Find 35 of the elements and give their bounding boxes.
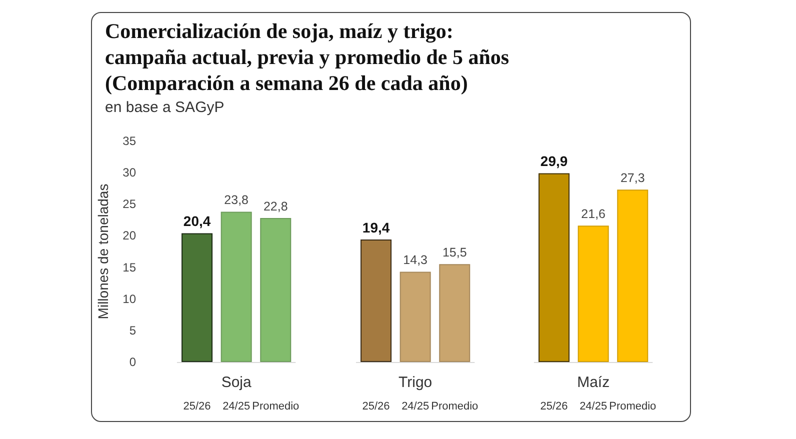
x-tick-label: 25/26	[540, 400, 568, 412]
y-tick-label: 10	[122, 292, 136, 306]
bar	[220, 212, 252, 362]
y-tick-label: 25	[122, 197, 136, 212]
x-tick-label: 25/26	[362, 400, 390, 412]
x-axis-title: Trigo	[398, 374, 432, 391]
x-axis-title: Soja	[221, 374, 252, 391]
x-tick-label: 25/26	[183, 400, 211, 412]
data-label: 21,6	[581, 207, 606, 222]
x-tick-label: Promedio	[609, 400, 656, 412]
y-tick-label: 20	[122, 228, 136, 243]
y-tick-label: 5	[129, 323, 136, 338]
y-tick-label: 15	[122, 260, 136, 274]
data-label: 22,8	[263, 200, 288, 214]
data-label: 23,8	[224, 193, 249, 208]
x-tick-label: 24/25	[222, 400, 250, 412]
data-label: 20,4	[183, 213, 211, 230]
x-tick-label: 24/25	[580, 400, 608, 412]
y-tick-label: 30	[122, 166, 136, 180]
data-label: 27,3	[620, 171, 646, 186]
data-label: 15,5	[442, 246, 466, 260]
y-tick-label: 35	[122, 134, 136, 148]
y-axis-title: Millones de toneladas	[95, 184, 111, 320]
bar	[182, 233, 213, 362]
data-label: 14,3	[402, 253, 428, 268]
x-axis-title: Maíz	[577, 374, 610, 391]
x-tick-label: 24/25	[401, 400, 429, 412]
x-tick-label: Promedio	[252, 400, 300, 412]
data-label: 29,9	[540, 153, 568, 170]
chart-title: Comercialización de soja, maíz y trigo: campaña actual, previa y promedio de 5 años (Comparación a semana 26 de cada año)	[105, 19, 510, 95]
bar	[260, 218, 292, 362]
chart-subtitle: en base a SAGyP	[105, 99, 224, 116]
data-label: 19,4	[362, 220, 390, 236]
x-tick-label: Promedio	[430, 400, 478, 412]
y-tick-label: 0	[129, 355, 136, 369]
